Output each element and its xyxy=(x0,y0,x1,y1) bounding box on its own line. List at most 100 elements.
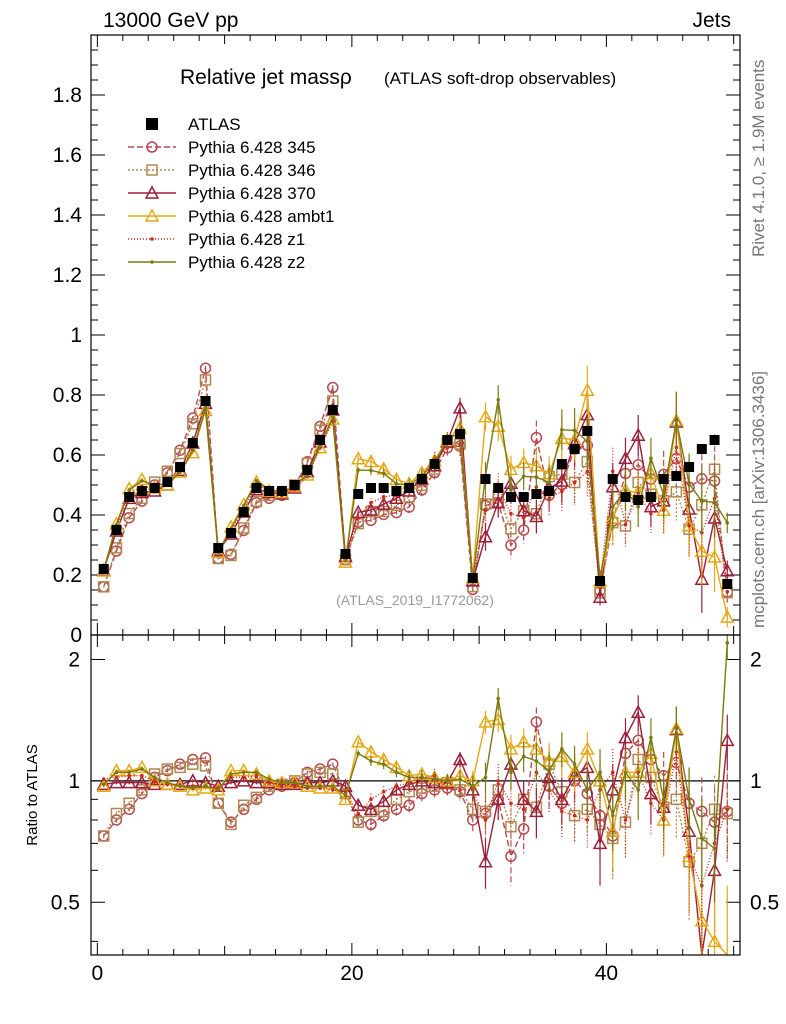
ratio-point xyxy=(687,854,691,859)
atlas-data-point xyxy=(595,576,606,586)
ratio-point xyxy=(517,823,530,835)
ratio-point xyxy=(598,770,602,775)
atlas-data-point xyxy=(327,405,338,415)
ratio-point xyxy=(452,751,468,766)
ratio-point xyxy=(458,777,462,781)
ratio-point xyxy=(127,773,131,778)
ratio-point xyxy=(643,786,659,800)
atlas-data-point xyxy=(98,564,109,574)
ratio-point xyxy=(490,791,506,806)
atlas-data-point xyxy=(391,486,402,496)
mc-point xyxy=(478,529,493,543)
ratio-point xyxy=(212,797,225,810)
mc-point xyxy=(610,469,615,474)
mc-point xyxy=(585,470,590,474)
ratio-tick-label-right: 0.5 xyxy=(750,891,779,914)
ratio-point xyxy=(381,789,386,794)
ratio-point xyxy=(338,791,353,806)
mc-point xyxy=(191,448,195,453)
atlas-data-point xyxy=(556,459,567,469)
ratio-point xyxy=(636,788,640,792)
energy-label: 13000 GeV pp xyxy=(103,9,238,32)
ratio-point xyxy=(199,760,212,772)
ratio-point xyxy=(330,788,335,792)
ratio-point xyxy=(623,770,628,775)
ratio-point xyxy=(292,784,297,789)
y-tick-label: 0.2 xyxy=(53,564,82,587)
ratio-point xyxy=(503,741,519,755)
mc-point xyxy=(452,400,468,414)
atlas-data-point xyxy=(544,486,555,496)
mcplots-label: mcplots.cern.ch [arXiv:1306.3436] xyxy=(749,371,768,628)
ratio-point xyxy=(123,803,135,816)
mc-point xyxy=(529,508,544,523)
atlas-data-point xyxy=(378,483,389,493)
ratio-point xyxy=(254,770,259,775)
ratio-point xyxy=(445,779,450,783)
mc-point xyxy=(203,406,208,410)
mc-point xyxy=(390,506,403,519)
main-plot-area xyxy=(96,362,735,628)
ratio-point xyxy=(114,775,119,780)
ratio-point xyxy=(407,775,411,780)
ratio-point xyxy=(521,754,526,759)
mc-point xyxy=(250,495,263,507)
legend-label: Pythia 6.428 346 xyxy=(188,161,316,180)
ratio-point xyxy=(414,773,430,787)
atlas-data-point xyxy=(124,492,135,502)
ratio-point xyxy=(123,797,135,810)
ratio-point xyxy=(681,848,697,863)
mc-point xyxy=(478,409,493,423)
mc-point xyxy=(97,581,110,593)
atlas-data-point xyxy=(264,486,275,496)
ratio-series-line xyxy=(103,642,728,850)
ratio-point xyxy=(725,640,730,645)
mc-series-line xyxy=(103,368,728,593)
ratio-point xyxy=(191,786,195,790)
atlas-data-point xyxy=(518,492,529,502)
ratio-point xyxy=(241,770,246,775)
atlas-data-point xyxy=(416,474,427,484)
ratio-point xyxy=(185,782,201,796)
ratio-point xyxy=(694,913,710,927)
mc-point xyxy=(123,507,135,520)
ratio-point xyxy=(403,799,415,812)
ratio-point xyxy=(174,761,186,774)
ratio-point xyxy=(365,818,377,831)
ratio-point xyxy=(585,788,590,792)
atlas-data-point xyxy=(302,465,313,475)
y-tick-label: 0.4 xyxy=(53,504,83,527)
atlas-data-point xyxy=(238,507,249,517)
x-tick-label: 40 xyxy=(595,962,618,985)
mc-point xyxy=(187,418,199,430)
mc-point xyxy=(580,382,595,396)
mc-point xyxy=(649,511,653,516)
mc-point xyxy=(560,489,564,494)
mc-point xyxy=(127,488,131,492)
mc-point xyxy=(687,524,691,528)
ratio-point xyxy=(394,784,399,789)
ratio-point xyxy=(687,797,691,802)
mc-point xyxy=(610,505,615,509)
ratio-point xyxy=(670,793,683,806)
mc-point xyxy=(516,503,531,517)
atlas-data-point xyxy=(200,396,211,406)
ratio-axes: 0.5 0.5 1 1 2 2 xyxy=(51,648,779,942)
ratio-point xyxy=(467,803,479,816)
ratio-point xyxy=(376,793,391,808)
atlas-data-point xyxy=(213,543,224,553)
atlas-data-point xyxy=(569,444,580,454)
atlas-data-point xyxy=(187,438,198,448)
ratio-point xyxy=(356,811,361,816)
ratio-point xyxy=(470,784,475,789)
ratio-point xyxy=(521,807,526,812)
ratio-point xyxy=(165,780,170,785)
ratio-point xyxy=(572,762,577,766)
mc-point xyxy=(174,447,186,460)
mc-point xyxy=(199,362,212,374)
process-label: Jets xyxy=(692,9,731,32)
ratio-point xyxy=(134,759,150,774)
ratio-point xyxy=(147,773,162,787)
mc-point xyxy=(327,381,339,394)
mc-point xyxy=(725,589,730,594)
